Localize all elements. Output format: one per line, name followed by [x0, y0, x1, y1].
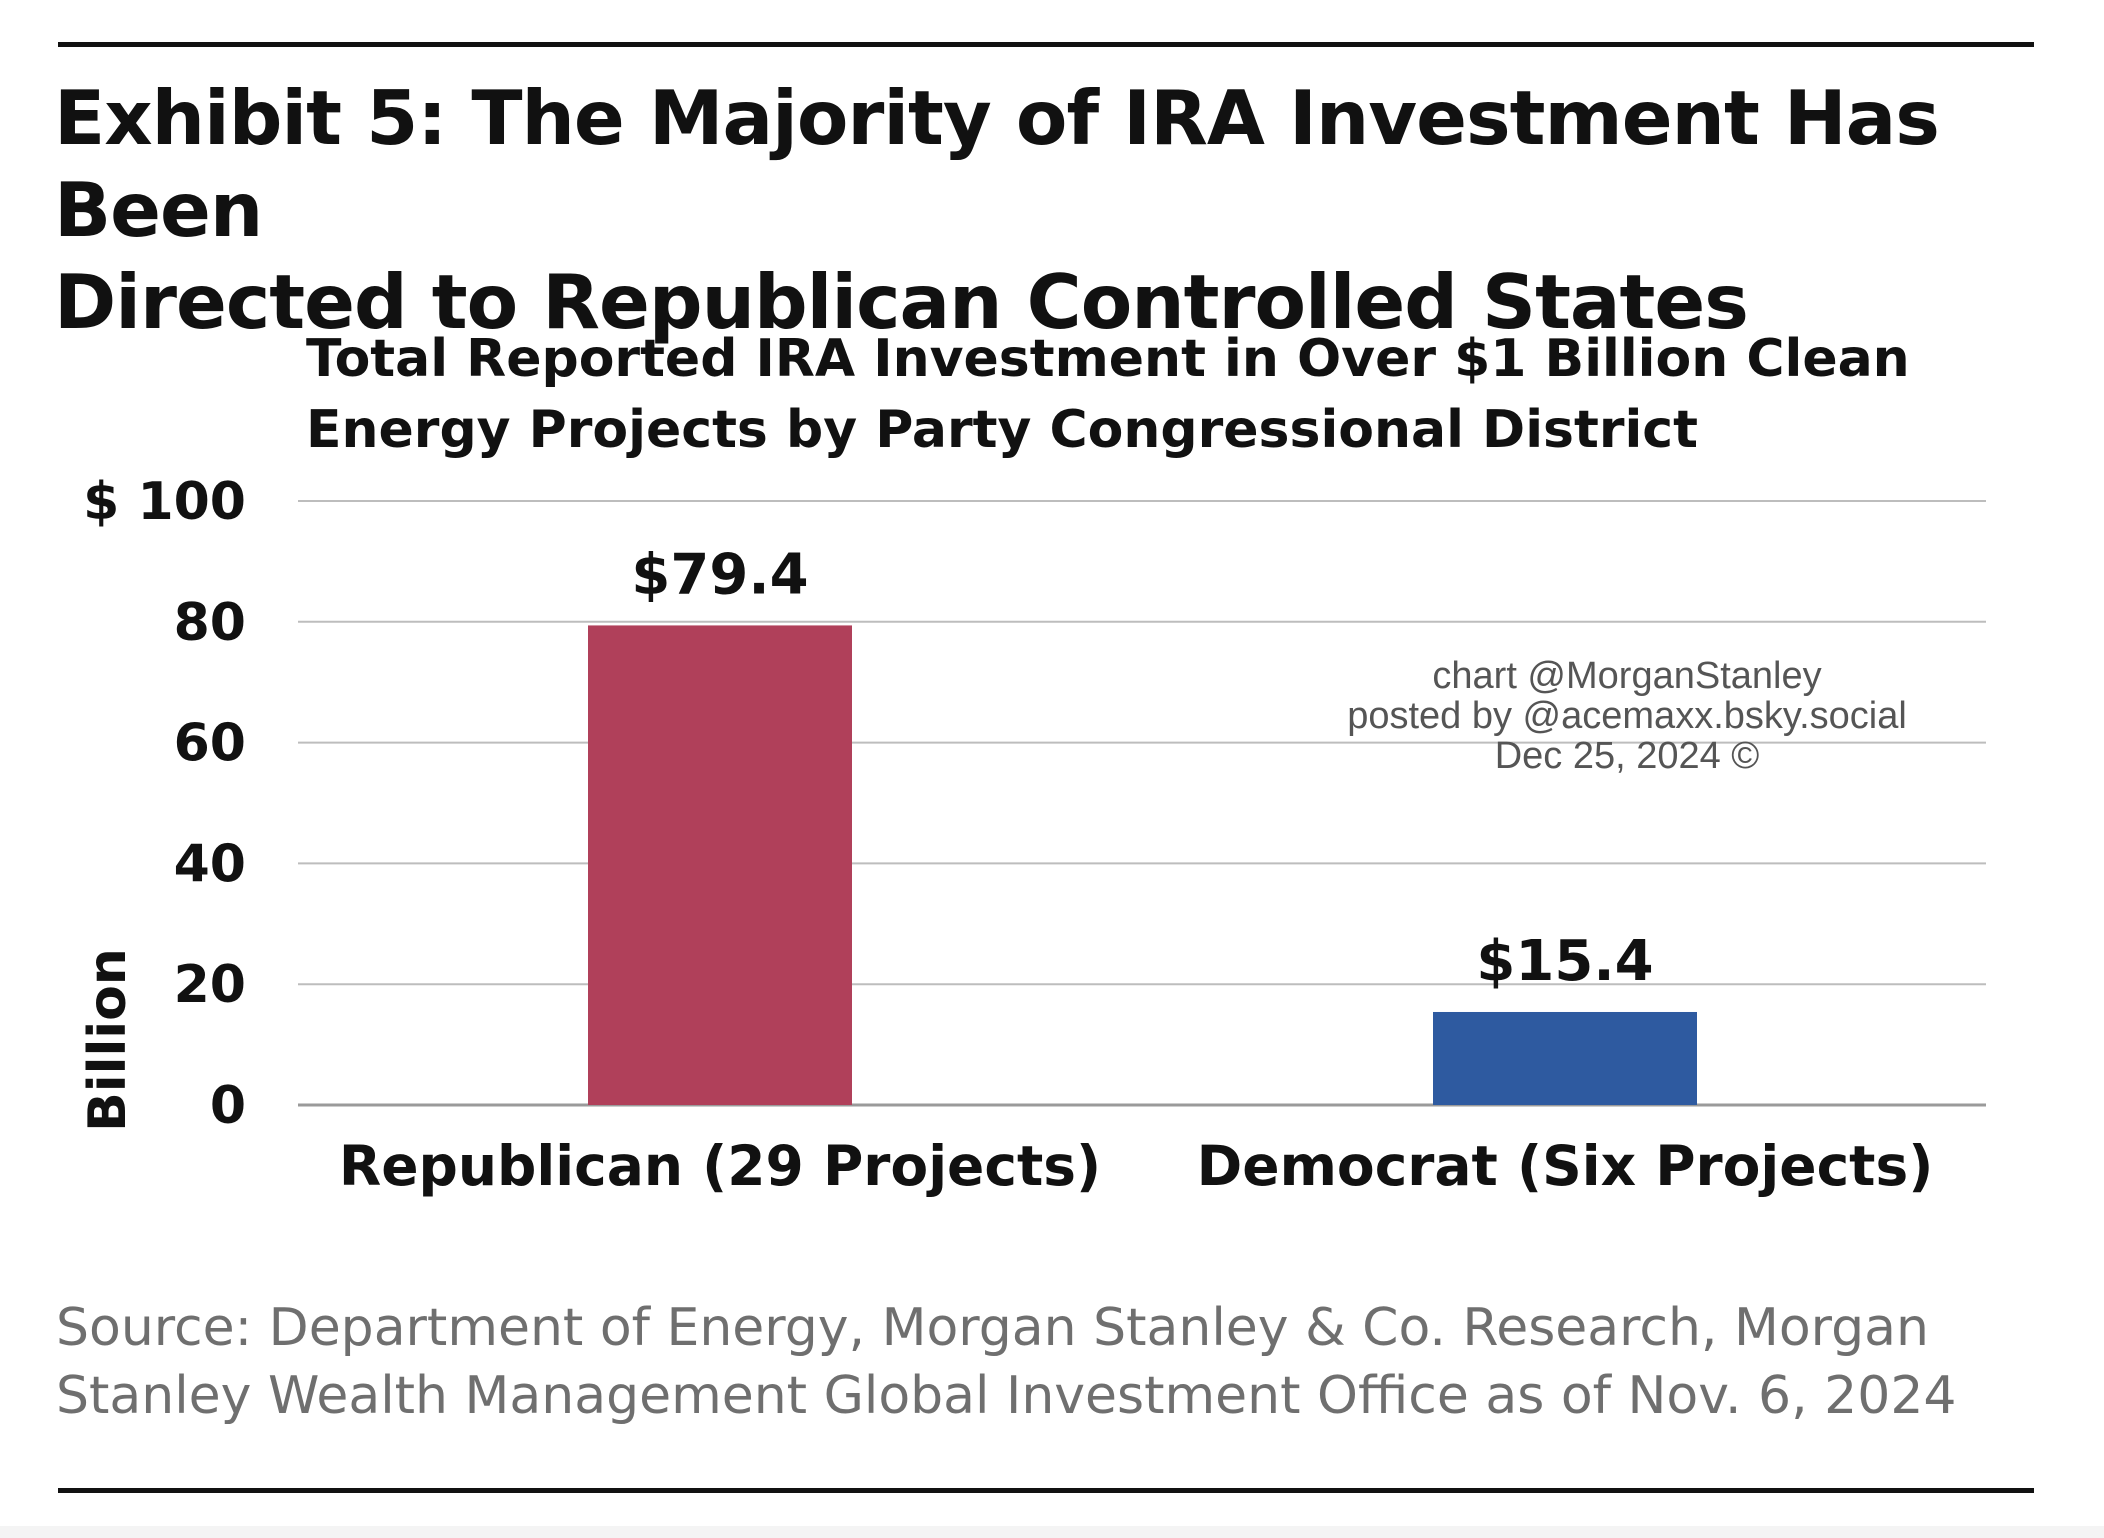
y-tick-label-60: 60 — [174, 714, 246, 774]
watermark-line-1: chart @MorganStanley — [1432, 655, 1821, 697]
bar-republican — [588, 625, 852, 1105]
category-label-republican: Republican (29 Projects) — [339, 1134, 1101, 1198]
y-tick-label-20: 20 — [174, 955, 246, 1015]
category-labels: Republican (29 Projects) Democrat (Six Pr… — [339, 1134, 1933, 1198]
bars — [588, 625, 1697, 1105]
y-axis-label: Billion — [78, 948, 138, 1132]
gridlines — [298, 500, 1986, 1107]
bar-chart: Total Reported IRA Investment in Over $1… — [78, 329, 1986, 1198]
bottom-rule — [58, 1488, 2034, 1493]
exhibit-title-line-1: Exhibit 5: The Majority of IRA Investmen… — [54, 74, 1940, 254]
y-tick-labels: $ 100 80 60 40 20 0 — [83, 472, 246, 1136]
bar-democrat — [1433, 1011, 1697, 1105]
source-line-1: Source: Department of Energy, Morgan Sta… — [56, 1298, 1929, 1358]
source-note: Source: Department of Energy, Morgan Sta… — [56, 1294, 2036, 1430]
watermark: chart @MorganStanley posted by @acemaxx.… — [1347, 655, 1907, 777]
y-tick-label-80: 80 — [174, 593, 246, 653]
data-labels: $79.4 $15.4 — [631, 542, 1653, 994]
watermark-line-2: posted by @acemaxx.bsky.social — [1347, 695, 1907, 737]
exhibit-title: Exhibit 5: The Majority of IRA Investmen… — [54, 72, 2014, 348]
data-label-democrat: $15.4 — [1476, 929, 1653, 994]
y-tick-label-100: $ 100 — [83, 472, 246, 532]
exhibit-title-line-2: Directed to Republican Controlled States — [54, 258, 1749, 346]
bottom-strip — [0, 1526, 2104, 1538]
y-tick-label-0: 0 — [210, 1076, 246, 1136]
category-label-democrat: Democrat (Six Projects) — [1197, 1134, 1934, 1198]
chart-title-line-1: Total Reported IRA Investment in Over $1… — [306, 329, 1910, 389]
watermark-line-3: Dec 25, 2024 © — [1495, 735, 1760, 777]
data-label-republican: $79.4 — [631, 542, 808, 607]
source-line-2: Stanley Wealth Management Global Investm… — [56, 1366, 1957, 1426]
y-tick-label-40: 40 — [174, 834, 246, 894]
chart-title-line-2: Energy Projects by Party Congressional D… — [306, 400, 1698, 460]
top-rule — [58, 42, 2034, 47]
